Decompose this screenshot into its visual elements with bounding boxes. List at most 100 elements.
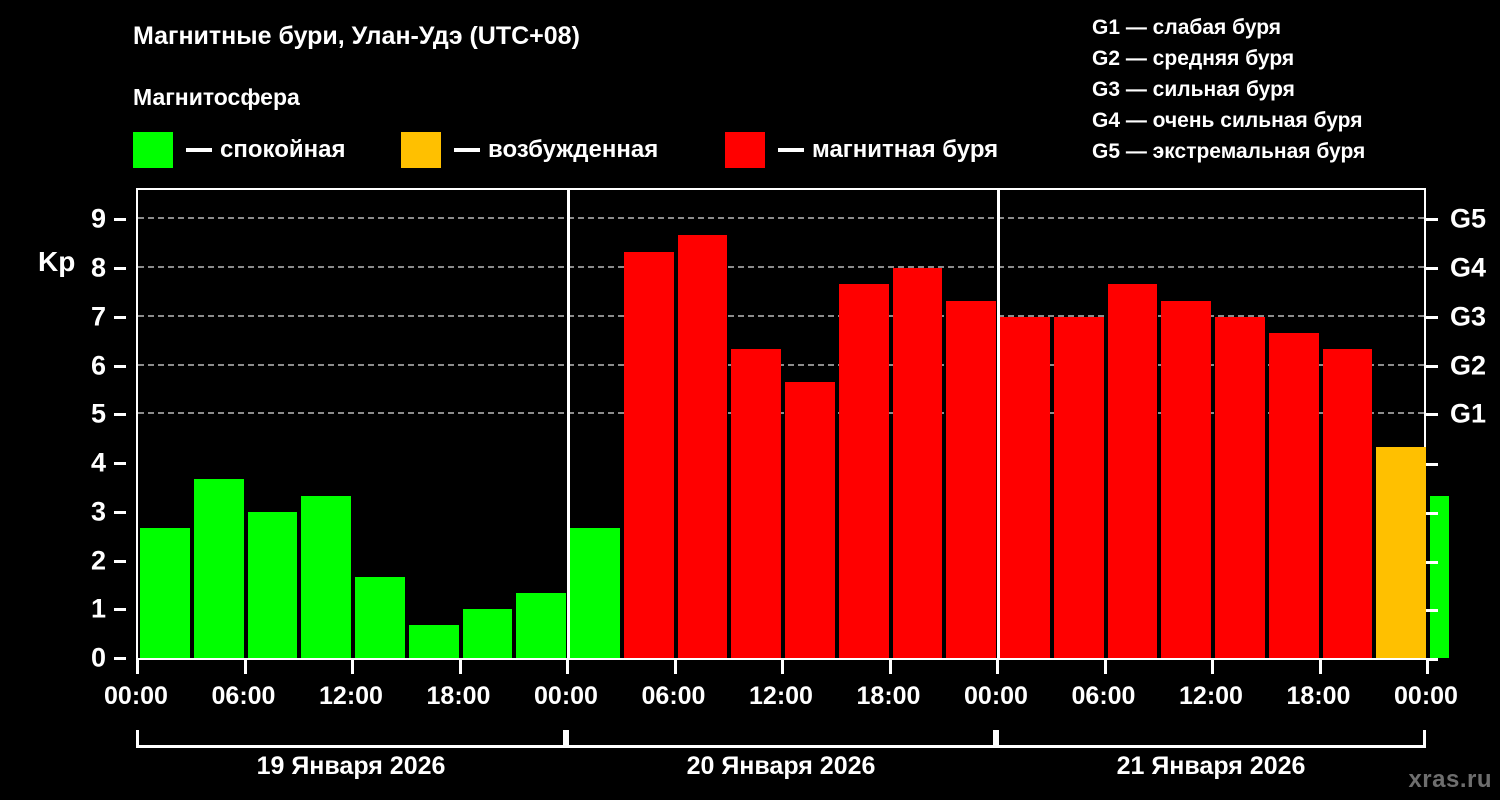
y-tick-mark-5 [114,413,126,417]
gridline-kp-8 [138,266,1424,268]
gridline-kp-6 [138,363,1424,366]
y-tick-label-9: 9 [90,203,106,234]
g-axis-minor-tick-3 [1426,511,1438,515]
x-tick-mark-0 [136,660,139,674]
gscale-legend-row-1: G1 — слабая буря [1092,16,1282,39]
y-tick-mark-8 [114,267,126,270]
y-tick-label-5: 5 [90,398,106,429]
gscale-legend-row-3: G3 — сильная буря [1092,78,1295,101]
x-tick-mark-5 [673,660,677,674]
bar [1268,332,1319,658]
x-tick-label-9: 06:00 [1071,682,1136,710]
legend-entry-excited: возбужденная [401,130,658,170]
bar [1107,284,1158,658]
magnetosphere-section-label: Магнитосфера [133,84,300,110]
x-tick-label-5: 06:00 [641,682,706,710]
y-tick-mark-4 [114,462,126,465]
g-axis-minor-tick-1 [1426,609,1438,613]
x-tick-mark-9 [1103,660,1107,674]
x-tick-label-11: 18:00 [1286,682,1351,710]
x-tick-label-6: 12:00 [749,682,813,710]
g-axis-minor-tick-4 [1426,463,1438,466]
x-tick-label-4: 00:00 [534,682,598,710]
x-tick-label-1: 06:00 [211,682,276,710]
legend-swatch-excited [401,132,441,168]
watermark: xras.ru [1408,766,1492,793]
legend-entry-calm: спокойная [133,130,345,170]
y-tick-mark-2 [114,559,126,563]
x-tick-label-0: 00:00 [104,682,168,710]
day-separator [996,190,1000,658]
y-axis-kp: 0 1 2 3 4 5 6 7 8 9 [0,188,136,673]
g-tick-label-G2: G2 [1450,350,1487,380]
legend-entry-storm: магнитная буря [725,130,998,170]
bar [892,268,943,658]
x-tick-label-3: 18:00 [426,682,491,710]
day-bracket [566,730,996,748]
g-tick-label-G4: G4 [1450,252,1487,283]
x-tick-mark-2 [351,660,354,674]
bar [677,235,728,658]
y-tick-label-2: 2 [90,545,106,575]
gscale-legend: G1 — слабая буря G2 — средняя буря G3 — си… [1072,12,1492,167]
y-tick-label-8: 8 [90,252,106,283]
y-tick-label-7: 7 [90,301,106,332]
y-tick-label-4: 4 [90,447,106,478]
chart-plot-area [136,188,1450,660]
gscale-legend-row-2: G2 — средняя буря [1092,47,1295,70]
bars-layer [138,190,1450,658]
bar [301,495,351,658]
bar [623,251,674,658]
g-tick-mark-G4 [1426,267,1438,270]
x-tick-mark-3 [458,660,462,674]
g-axis-minor-tick-2 [1426,560,1438,564]
y-tick-label-1: 1 [90,593,106,624]
gridline-kp-7 [138,314,1424,317]
y-tick-label-3: 3 [90,496,106,527]
y-tick-label-0: 0 [90,642,106,673]
bar [1161,300,1211,658]
day-label: 21 Января 2026 [1116,752,1306,780]
g-tick-mark-G5 [1426,218,1438,222]
y-tick-mark-9 [114,218,126,222]
x-tick-mark-10 [1211,660,1214,674]
legend-dash-icon [186,148,212,152]
bar [140,527,190,658]
y-tick-mark-6 [114,364,126,368]
gscale-legend-row-4: G4 — очень сильная буря [1092,109,1363,132]
bar [355,576,405,658]
day-label: 19 Января 2026 [256,752,446,780]
x-tick-mark-7 [888,660,892,674]
y-tick-mark-7 [114,315,126,319]
day-label: 20 Января 2026 [686,752,876,780]
bar [1215,316,1265,658]
gridline-kp-9 [138,217,1424,220]
bar [516,593,566,658]
bar [570,527,620,658]
bar [838,284,889,658]
bar-partial [1430,495,1450,658]
day-separator [566,190,570,658]
bar [946,300,996,658]
bar [731,349,781,658]
gridline-kp-5 [138,412,1424,415]
x-tick-label-7: 18:00 [856,682,921,710]
legend-swatch-storm [725,132,765,168]
x-tick-mark-1 [243,660,247,674]
g-tick-label-G3: G3 [1450,301,1487,332]
y-tick-mark-0 [114,657,126,660]
bar [247,511,298,658]
legend-label-storm: магнитная буря [812,136,999,163]
bar [193,479,244,658]
x-tick-mark-12 [1426,660,1429,674]
legend-swatch-calm [133,132,173,168]
bar [408,625,459,658]
x-tick-mark-8 [996,660,999,674]
bar [462,609,513,658]
x-tick-mark-4 [566,660,569,674]
g-tick-mark-G3 [1426,315,1438,319]
day-bracket [996,730,1426,748]
y-axis-gscale: G1 G2 G3 G4 G5 [1426,188,1500,661]
legend-label-excited: возбужденная [488,136,659,163]
bar [1376,446,1426,658]
